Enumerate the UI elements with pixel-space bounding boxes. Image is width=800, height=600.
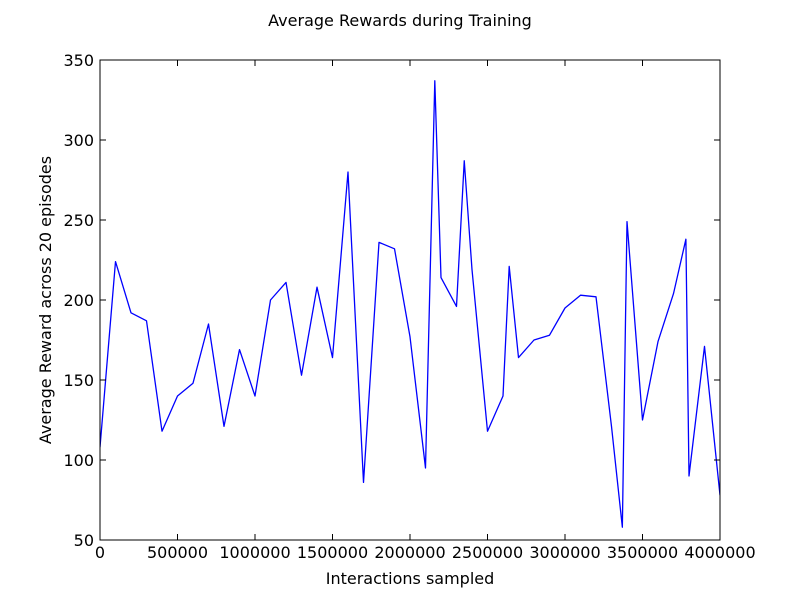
- y-tick-label: 50: [74, 531, 94, 550]
- x-tick-label: 3000000: [529, 543, 600, 562]
- y-axis-label: Average Reward across 20 episodes: [36, 156, 55, 444]
- x-tick-label: 0: [95, 543, 105, 562]
- x-tick-label: 2500000: [452, 543, 523, 562]
- plot-area: [99, 59, 721, 541]
- y-tick-label: 100: [63, 451, 94, 470]
- chart-title: Average Rewards during Training: [268, 11, 532, 30]
- y-tick-label: 250: [63, 211, 94, 230]
- series-line-0: [100, 80, 720, 528]
- x-axis-label: Interactions sampled: [326, 569, 495, 588]
- x-tick-label: 2000000: [374, 543, 445, 562]
- y-axis-ticks: 50 100 150 200 250 300 350: [63, 51, 720, 550]
- y-tick-label: 350: [63, 51, 94, 70]
- x-tick-label: 1000000: [219, 543, 290, 562]
- y-tick-label: 200: [63, 291, 94, 310]
- axes-frame: [99, 59, 721, 541]
- y-tick-label: 300: [63, 131, 94, 150]
- x-axis-ticks: 0 500000 1000000 1500000 2000000 2500000 30000…: [95, 60, 756, 562]
- x-tick-label: 500000: [147, 543, 208, 562]
- x-tick-label: 4000000: [684, 543, 755, 562]
- x-tick-label: 3500000: [607, 543, 678, 562]
- x-tick-label: 1500000: [297, 543, 368, 562]
- y-tick-label: 150: [63, 371, 94, 390]
